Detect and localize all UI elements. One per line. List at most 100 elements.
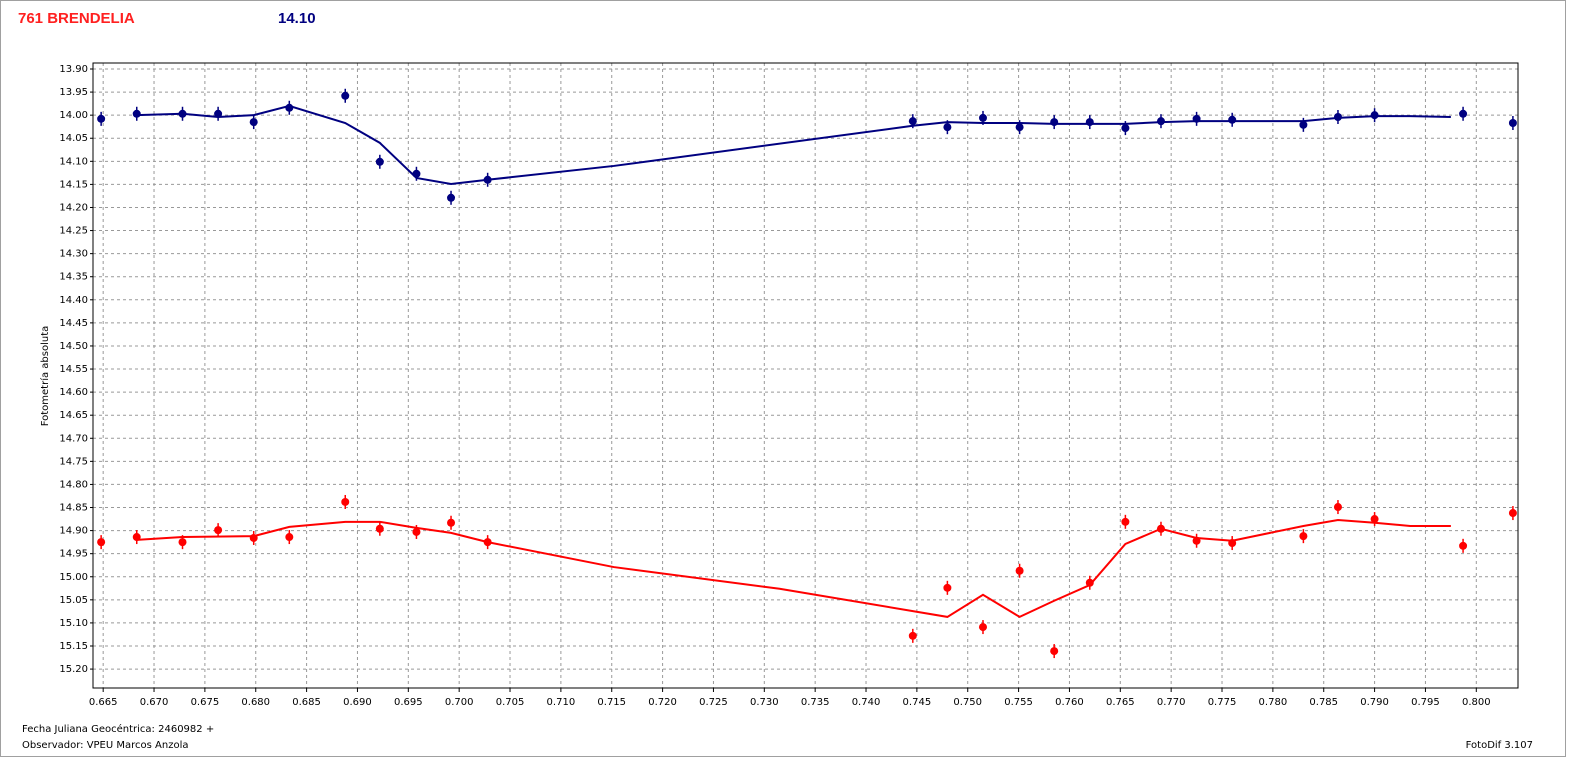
data-point bbox=[943, 123, 952, 132]
x-tick-label: 0.725 bbox=[699, 697, 728, 708]
data-point bbox=[178, 538, 187, 547]
data-point bbox=[1508, 509, 1517, 518]
y-tick-label: 15.15 bbox=[59, 641, 88, 652]
data-point bbox=[1333, 503, 1342, 512]
x-tick-label: 0.705 bbox=[496, 697, 525, 708]
data-point bbox=[1299, 120, 1308, 129]
data-point bbox=[1508, 119, 1517, 128]
y-tick-label: 15.00 bbox=[59, 572, 88, 583]
x-tick-label: 0.765 bbox=[1106, 697, 1135, 708]
x-tick-label: 0.680 bbox=[241, 697, 270, 708]
x-tick-label: 0.690 bbox=[343, 697, 372, 708]
y-tick-label: 14.35 bbox=[59, 272, 88, 283]
x-tick-label: 0.775 bbox=[1208, 697, 1237, 708]
x-tick-label: 0.745 bbox=[903, 697, 932, 708]
plot-area bbox=[93, 63, 1518, 688]
y-tick-label: 14.10 bbox=[59, 156, 88, 167]
data-point bbox=[1228, 115, 1237, 124]
data-point bbox=[97, 538, 106, 547]
x-tick-label: 0.695 bbox=[394, 697, 423, 708]
data-point bbox=[1015, 123, 1024, 132]
y-tick-label: 14.20 bbox=[59, 202, 88, 213]
data-point bbox=[249, 118, 258, 127]
x-tick-label: 0.715 bbox=[597, 697, 626, 708]
x-tick-label: 0.785 bbox=[1309, 697, 1338, 708]
data-point bbox=[341, 497, 350, 506]
x-tick-label: 0.790 bbox=[1360, 697, 1389, 708]
y-tick-label: 15.20 bbox=[59, 664, 88, 675]
x-tick-label: 0.720 bbox=[648, 697, 677, 708]
plot-border bbox=[92, 62, 1519, 689]
y-axis-label: Fotometría absoluta bbox=[39, 326, 51, 427]
data-point bbox=[447, 193, 456, 202]
observer: Observador: VPEU Marcos Anzola bbox=[22, 740, 188, 751]
data-point bbox=[1459, 541, 1468, 550]
data-point bbox=[97, 114, 106, 123]
data-point bbox=[285, 533, 294, 542]
data-point bbox=[214, 526, 223, 535]
data-point bbox=[1299, 532, 1308, 541]
data-point bbox=[943, 583, 952, 592]
y-tick-label: 14.75 bbox=[59, 456, 88, 467]
x-tick-label: 0.685 bbox=[292, 697, 321, 708]
x-tick-label: 0.700 bbox=[445, 697, 474, 708]
x-tick-label: 0.710 bbox=[547, 697, 576, 708]
x-tick-label: 0.730 bbox=[750, 697, 779, 708]
data-point bbox=[412, 527, 421, 536]
software: FotoDif 3.107 bbox=[1466, 740, 1533, 751]
data-point bbox=[978, 623, 987, 632]
x-tick-label: 0.760 bbox=[1055, 697, 1084, 708]
data-point bbox=[1121, 124, 1130, 133]
x-tick-label: 0.755 bbox=[1004, 697, 1033, 708]
y-tick-label: 14.55 bbox=[59, 364, 88, 375]
data-point bbox=[1121, 517, 1130, 526]
data-point bbox=[1085, 578, 1094, 587]
y-tick-label: 14.50 bbox=[59, 341, 88, 352]
data-point bbox=[1370, 515, 1379, 524]
x-tick-label: 0.750 bbox=[953, 697, 982, 708]
y-tick-label: 14.00 bbox=[59, 110, 88, 121]
fit-line bbox=[136, 104, 1451, 185]
y-tick-label: 14.30 bbox=[59, 249, 88, 260]
chart-title: 761 BRENDELIA bbox=[18, 10, 135, 27]
data-point bbox=[1015, 566, 1024, 575]
data-point bbox=[132, 109, 141, 118]
data-point bbox=[375, 524, 384, 533]
x-axis-label: Fecha Juliana Geocéntrica: 2460982 + bbox=[22, 723, 214, 735]
chart-subtitle: 14.10 bbox=[278, 10, 316, 27]
y-tick-label: 14.70 bbox=[59, 433, 88, 444]
data-point bbox=[978, 113, 987, 122]
x-tick-label: 0.735 bbox=[801, 697, 830, 708]
x-tick-label: 0.800 bbox=[1462, 697, 1491, 708]
x-tick-label: 0.670 bbox=[140, 697, 169, 708]
y-tick-label: 15.10 bbox=[59, 618, 88, 629]
y-tick-label: 14.90 bbox=[59, 526, 88, 537]
data-point bbox=[447, 518, 456, 527]
y-tick-label: 14.40 bbox=[59, 295, 88, 306]
y-tick-label: 14.25 bbox=[59, 226, 88, 237]
data-point bbox=[1459, 109, 1468, 118]
data-point bbox=[375, 157, 384, 166]
data-point bbox=[908, 117, 917, 126]
data-point bbox=[1050, 647, 1059, 656]
y-tick-label: 14.65 bbox=[59, 410, 88, 421]
x-tick-label: 0.770 bbox=[1157, 697, 1186, 708]
y-tick-label: 13.90 bbox=[59, 64, 88, 75]
y-tick-label: 13.95 bbox=[59, 87, 88, 98]
x-tick-label: 0.780 bbox=[1259, 697, 1288, 708]
y-tick-label: 14.85 bbox=[59, 503, 88, 514]
x-tick-label: 0.795 bbox=[1411, 697, 1440, 708]
x-tick-label: 0.740 bbox=[852, 697, 881, 708]
data-point bbox=[341, 91, 350, 100]
y-tick-label: 14.05 bbox=[59, 133, 88, 144]
y-tick-label: 14.15 bbox=[59, 179, 88, 190]
x-tick-label: 0.675 bbox=[191, 697, 220, 708]
y-tick-label: 14.45 bbox=[59, 318, 88, 329]
y-tick-label: 14.95 bbox=[59, 549, 88, 560]
data-point bbox=[214, 109, 223, 118]
x-tick-label: 0.665 bbox=[89, 697, 118, 708]
y-tick-label: 15.05 bbox=[59, 595, 88, 606]
y-tick-label: 14.60 bbox=[59, 387, 88, 398]
